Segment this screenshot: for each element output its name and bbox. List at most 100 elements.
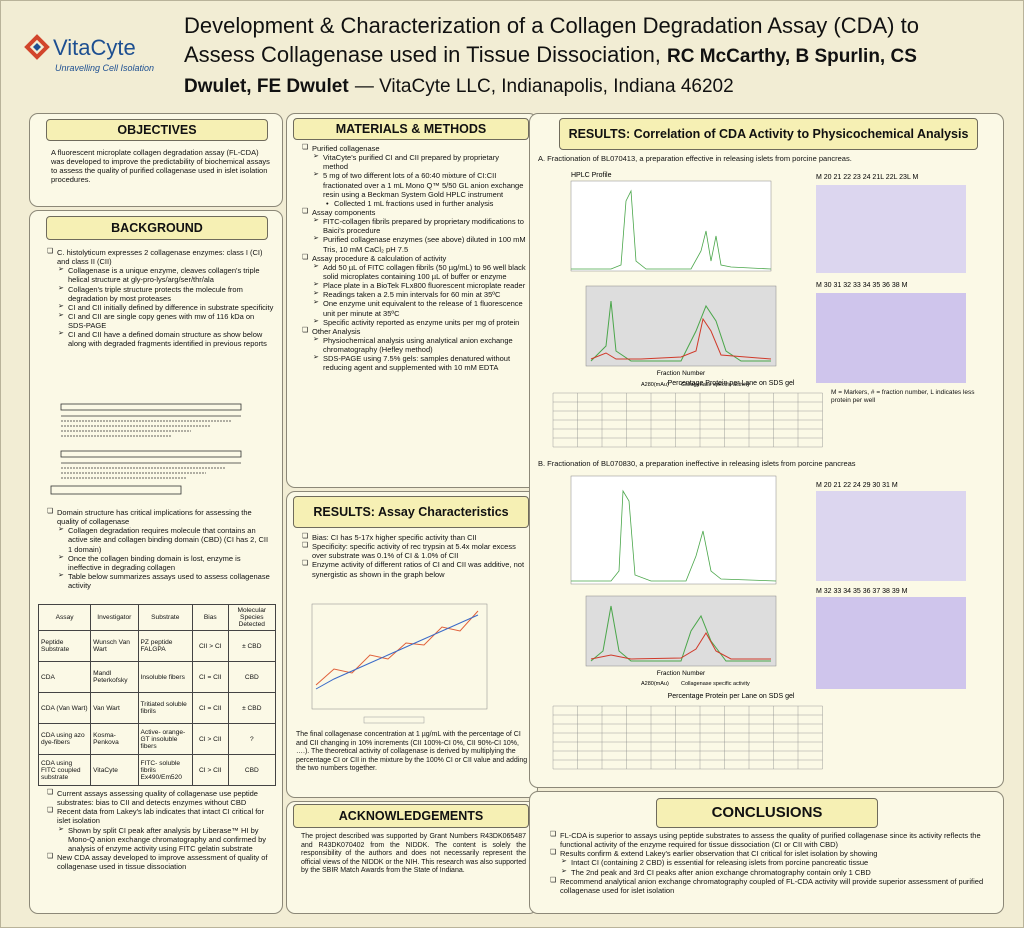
table-cell: CBD (227, 754, 277, 786)
bullet-text: CI and CII have a defined domain structu… (68, 330, 267, 349)
bullet-item: CI and CII are single copy genes with mw… (58, 311, 274, 331)
logo-tagline: Unravelling Cell Isolation (55, 63, 154, 73)
bullet-text: Recent data from Lakey's lab indicates t… (57, 807, 264, 826)
header-cell: Assay (37, 604, 92, 631)
list: VitaCyte's purified CI and CII prepared … (312, 153, 526, 208)
x-label: Fraction Number (657, 670, 706, 677)
table-row: CDA Mandl Peterkofsky Insoluble fibers CI =… (37, 661, 277, 693)
table-cell: CDA (37, 661, 92, 693)
bullet-item: C. histolyticum expresses 2 collagenase … (47, 248, 274, 349)
heading: RESULTS: Assay Characteristics (293, 496, 529, 528)
table-cell: Insoluble fibers (137, 661, 194, 693)
logo: VitaCyte Unravelling Cell Isolation (24, 34, 154, 73)
heading: MATERIALS & METHODS (293, 118, 529, 140)
bullet-text: Current assays assessing quality of coll… (57, 789, 258, 808)
bullet-item: FL-CDA is superior to assays using pepti… (550, 831, 989, 849)
legend: Collagenase specific activity (681, 382, 750, 388)
bullet-list: FL-CDA is superior to assays using pepti… (549, 831, 989, 895)
bullet-list: Current assays assessing quality of coll… (46, 789, 274, 871)
bullet-item: Readings taken a 2.5 min intervals for 6… (313, 290, 526, 300)
table-row: Peptide Substrate Wunsch Van Wart PZ pepti… (37, 630, 277, 662)
bullet-text: CI and CII initially defined by differen… (68, 302, 274, 312)
table-cell: Active- orange-GT insoluble fibers (137, 723, 194, 755)
bullet-text: One enzyme unit equivalent to the releas… (323, 299, 523, 318)
hplc-trace (571, 189, 772, 270)
gel-lanes: M 20 21 22 24 29 30 31 M (816, 482, 898, 489)
bullet-item: Assay componentsFITC-collagen fibrils pr… (302, 208, 526, 254)
domain-diagram (50, 403, 242, 495)
ack-text: The project described was supported by G… (301, 833, 526, 875)
bullet-text: Readings taken a 2.5 min intervals for 6… (323, 290, 501, 300)
bullet-text: CI and CII are single copy genes with mw… (68, 311, 255, 331)
bullet-item: Collagenase is a unique enzyme, cleaves … (58, 266, 274, 285)
table-cell: CI > CII (192, 754, 229, 786)
list: Current assays assessing quality of coll… (46, 789, 274, 871)
table-cell: Peptide Substrate (37, 630, 92, 662)
table: Assay Investigator Substrate Bias Molecular … (37, 604, 277, 786)
legend: A280(mAu) (641, 382, 669, 388)
bullet-item: Purified collagenaseVitaCyte's purified … (302, 144, 526, 208)
table-title: Percentage Protein per Lane on SDS gel (668, 380, 795, 387)
bullet-text: SDS-PAGE using 7.5% gels: samples denatu… (323, 354, 511, 373)
bullet-item: Assay procedure & calculation of activit… (302, 254, 526, 327)
bullet-text: Physiochemical analysis using analytical… (323, 335, 513, 355)
list: Physiochemical analysis using analytical… (312, 336, 526, 373)
bullet-text: Results confirm & extend Lakey's earlier… (560, 849, 878, 859)
bullet-item: The 2nd peak and 3rd CI peaks after anio… (561, 867, 989, 877)
bullet-text: The 2nd peak and 3rd CI peaks after anio… (571, 867, 871, 877)
bullet-text: Collagenase is a unique enzyme, cleaves … (68, 266, 260, 285)
gel-lanes: M 32 33 34 35 36 37 38 39 M (816, 588, 908, 595)
bullet-item: Other AnalysisPhysiochemical analysis us… (302, 326, 526, 373)
diagram-lines (50, 403, 242, 495)
bullet-text: Collected 1 mL fractions used in further… (334, 198, 494, 208)
plot-frame (585, 595, 777, 667)
bullet-text: Purified collagenase (312, 144, 380, 153)
poster-title: Development & Characterization of a Coll… (184, 11, 984, 99)
bullet-text: FITC-collagen fibrils prepared by propri… (323, 217, 524, 236)
table-cell: CDA using azo dye-fibers (37, 723, 92, 755)
bullet-item: Specificity: specific activity of rec tr… (302, 542, 526, 561)
bullet-item: Physiochemical analysis using analytical… (313, 335, 526, 355)
bullet-text: Other Analysis (312, 326, 361, 336)
list: FITC-collagen fibrils prepared by propri… (312, 217, 526, 254)
caption: A. Fractionation of BL070413, a preparat… (538, 154, 852, 163)
x-label: Fraction Number (657, 370, 706, 377)
affiliation: — VitaCyte LLC, Indianapolis, Indiana 46… (354, 75, 734, 97)
gel-note-box: M = Markers, # = fraction number, L indi… (831, 389, 975, 404)
legend: Collagenase specific activity (681, 681, 750, 687)
authors: RC McCarthy, B Spurlin, CS Dwulet, FE Dw… (184, 46, 917, 97)
table-cell: CDA using FITC coupled substrate (37, 754, 92, 786)
plot-frame (585, 285, 777, 367)
graph-caption: The final collagenase concentration at 1… (296, 731, 528, 773)
plot-frame (570, 180, 772, 272)
header-cell: Bias (192, 604, 229, 631)
assay-table: Assay Investigator Substrate Bias Molecular … (37, 604, 277, 786)
list: Collected 1 mL fractions used in further… (323, 199, 526, 208)
heading: CONCLUSIONS (656, 798, 878, 828)
bullet-text: Once the collagen binding domain is lost… (68, 553, 241, 572)
table-cell: Tritiated soluble fibrils (137, 692, 194, 724)
bullet-text: C. histolyticum expresses 2 collagenase … (57, 248, 263, 267)
bullet-item: Collected 1 mL fractions used in further… (326, 198, 526, 208)
table-cell: ± CBD (227, 692, 277, 724)
table-cell: CI > CII (192, 723, 229, 755)
legend: A280(mAu) (641, 681, 669, 687)
bullet-item: Recommend analytical anion exchange chro… (550, 877, 989, 895)
bullet-text: Specificity: specific activity of rec tr… (312, 542, 516, 561)
correlation-figures: HPLC Profile Fraction Number A280(mAu) C… (552, 172, 975, 770)
table-grid (552, 705, 823, 770)
bullet-text: 5 mg of two different lots of a 60:40 mi… (323, 171, 524, 199)
bullet-item: One enzyme unit equivalent to the releas… (313, 299, 526, 318)
gel-lanes: M 30 31 32 33 34 35 36 38 M (816, 282, 908, 289)
bullet-text: Domain structure has critical implicatio… (57, 508, 252, 527)
bullet-item: Purified collagenase enzymes (see above)… (313, 235, 526, 253)
bullet-text: Table below summarizes assays used to as… (68, 571, 270, 591)
legend-box (363, 716, 425, 724)
bullet-item: Specific activity reported as enzyme uni… (313, 318, 526, 327)
list: Collagenase is a unique enzyme, cleaves … (57, 266, 274, 348)
gel-lanes: M 20 21 22 23 24 21L 22L 23L M (816, 174, 919, 181)
hplc-label: HPLC Profile (571, 172, 612, 179)
heading: ACKNOWLEDGEMENTS (293, 804, 529, 828)
header-cell: Investigator (90, 604, 139, 631)
